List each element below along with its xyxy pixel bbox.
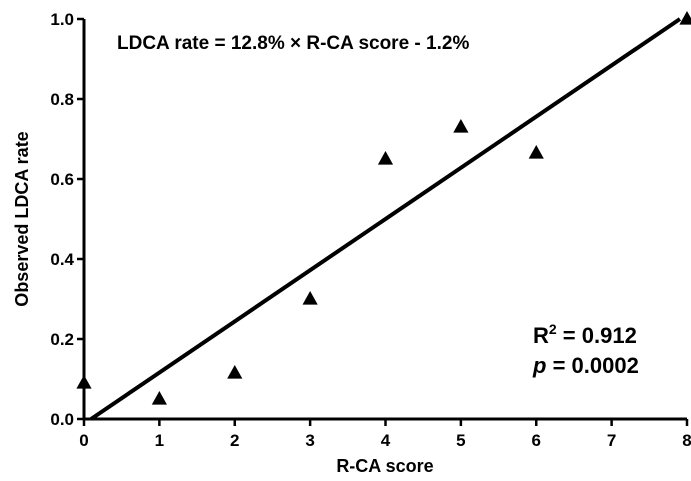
x-tick-label: 0 [79,431,88,450]
data-point-triangle [227,365,243,379]
r-squared-superscript: 2 [549,321,557,337]
x-tick-label: 5 [456,431,465,450]
r-squared-value: = 0.912 [557,323,637,348]
data-point-triangle [377,151,394,165]
x-tick-label: 1 [155,431,164,450]
x-ticks: 0 1 2 3 4 5 6 7 8 [79,419,691,450]
x-tick-label: 4 [381,431,391,450]
x-tick-label: 8 [682,431,691,450]
data-point-triangle [453,119,469,133]
regression-line [89,17,682,421]
x-axis-title: R-CA score [336,456,433,476]
y-tick-label: 0.0 [50,410,74,429]
y-tick-label: 0.6 [50,170,74,189]
y-tick-label: 0.4 [50,250,74,269]
data-point-triangle [151,391,167,405]
p-symbol: p [532,353,546,378]
y-ticks: 0.0 0.2 0.4 0.6 0.8 1.0 [50,10,84,429]
x-tick-label: 7 [607,431,616,450]
y-tick-label: 0.8 [50,90,74,109]
p-value-label: p = 0.0002 [532,353,639,378]
p-value: = 0.0002 [546,353,638,378]
x-tick-label: 3 [305,431,314,450]
r-squared-prefix: R [533,323,549,348]
fit-equation: LDCA rate = 12.8% × R-CA score - 1.2% [117,33,469,54]
y-tick-label: 0.2 [50,330,74,349]
data-point-triangle [528,145,544,159]
x-tick-label: 2 [230,431,239,450]
data-point-triangle [302,291,318,305]
y-tick-label: 1.0 [50,10,74,29]
r-squared-label: R2 = 0.912 [533,321,637,348]
y-axis-title: Observed LDCA rate [12,131,32,306]
data-point-triangle [679,11,691,25]
x-tick-label: 6 [532,431,541,450]
